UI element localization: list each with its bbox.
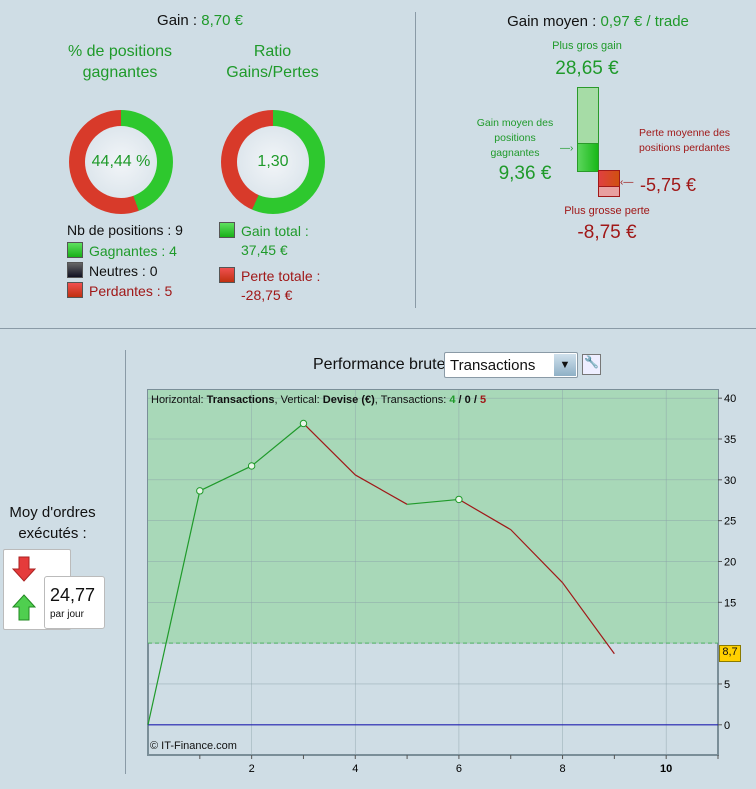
chevron-down-icon[interactable]: ▼	[554, 354, 576, 376]
max-loss-bar	[598, 186, 620, 197]
gain-total-value: 37,45 €	[241, 242, 288, 258]
gain-summary: Gain : 8,70 €	[157, 12, 243, 29]
red-swatch-icon	[67, 282, 83, 298]
orders-unit: par jour	[50, 609, 84, 620]
copyright: © IT-Finance.com	[150, 740, 237, 752]
avg-gain-label: Gain moyen des positions gagnantes	[476, 117, 554, 159]
orders-label: Moy d'ordres exécutés :	[9, 504, 96, 542]
series-segment	[303, 423, 356, 476]
y-tick-label: 25	[724, 516, 736, 528]
gain-moyen: Gain moyen : 0,97 € / trade	[507, 13, 689, 30]
series-segment	[407, 498, 459, 505]
gain-zone	[148, 390, 718, 644]
max-gain-bar	[577, 87, 599, 143]
chart-info: Horizontal: Transactions, Vertical: Devi…	[151, 394, 487, 406]
y-tick-label: 0	[724, 720, 730, 732]
orders-value-box: 24,77 par jour	[44, 576, 105, 629]
positions-legend: Nb de positions : 9 Gagnantes : 4 Neutre…	[67, 222, 183, 302]
legend-neutres: Neutres : 0	[67, 262, 183, 282]
horizontal-divider	[0, 328, 756, 329]
series-segment	[199, 465, 252, 492]
perte-totale-label: Perte totale :	[241, 268, 321, 284]
data-point	[196, 487, 204, 495]
avg-loss-label: Perte moyenne des positions perdantes	[639, 127, 731, 154]
y-tick-label: 35	[724, 434, 736, 446]
win-pct-value: 44,44 %	[85, 126, 157, 198]
gain-total-label: Gain total :	[241, 223, 309, 239]
y-tick-label: 5	[724, 679, 730, 691]
legend-perdantes: Perdantes : 5	[67, 282, 183, 302]
nb-positions: Nb de positions : 9	[67, 222, 183, 238]
totals-legend: Gain total : 37,45 € Perte totale : -28,…	[219, 222, 349, 307]
performance-label: Performance brute	[313, 356, 446, 373]
mode-select[interactable]: Transactions ▼	[444, 352, 578, 378]
red-swatch-icon	[219, 267, 235, 283]
data-point	[247, 462, 256, 470]
series-segment	[458, 498, 512, 531]
win-pct-donut: 44,44 %	[69, 110, 173, 214]
vertical-divider	[415, 12, 416, 308]
y-tick-label: 20	[724, 556, 736, 568]
y-tick-label: 15	[724, 597, 736, 609]
series-segment	[147, 490, 201, 725]
y-tick-label: 30	[724, 475, 736, 487]
plus-grosse-perte-value: -8,75 €	[577, 222, 637, 243]
perte-totale-value: -28,75 €	[241, 287, 293, 303]
x-tick-label: 10	[660, 763, 672, 775]
win-pct-title: % de positions gagnantes	[67, 43, 173, 81]
plus-gros-gain-value: 28,65 €	[555, 58, 619, 79]
avg-loss-value: -5,75 €	[640, 175, 697, 195]
plus-grosse-perte-label: Plus grosse perte	[564, 205, 650, 217]
wrench-icon: 🔧	[584, 355, 599, 369]
x-tick-label: 6	[456, 763, 462, 775]
x-tick-label: 2	[249, 763, 255, 775]
arrow-right-icon: —›	[560, 143, 574, 154]
ratio-title: Ratio Gains/Pertes	[226, 43, 319, 81]
avg-gain-bar	[577, 143, 599, 172]
y-tick-label: 40	[724, 393, 736, 405]
wrench-settings-button[interactable]: 🔧	[582, 354, 601, 375]
black-swatch-icon	[67, 262, 83, 278]
orders-value: 24,77	[50, 585, 96, 605]
series-segment	[251, 423, 304, 467]
ratio-donut: 1,30	[221, 110, 325, 214]
x-tick-label: 8	[559, 763, 565, 775]
green-swatch-icon	[67, 242, 83, 258]
plus-gros-gain-label: Plus gros gain	[552, 40, 622, 52]
green-swatch-icon	[219, 222, 235, 238]
current-value-badge: 8,7	[719, 645, 741, 662]
up-down-arrows-icon	[12, 556, 36, 621]
ratio-value: 1,30	[237, 126, 309, 198]
series-segment	[562, 582, 615, 655]
data-point	[455, 495, 463, 504]
data-point	[299, 419, 308, 428]
legend-gagnantes: Gagnantes : 4	[67, 242, 183, 262]
series-segment	[354, 474, 408, 505]
arrow-left-icon: ‹—	[620, 177, 634, 188]
vertical-divider	[125, 350, 126, 774]
x-tick-label: 4	[352, 763, 358, 775]
series-segment	[510, 529, 563, 584]
avg-gain-value: 9,36 €	[498, 163, 552, 184]
